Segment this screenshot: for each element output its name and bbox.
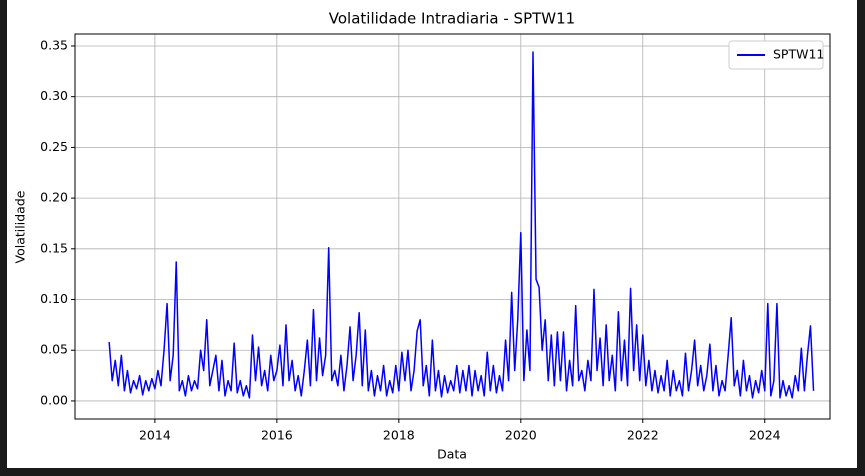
y-tick-label: 0.05 xyxy=(40,342,68,357)
y-tick-label: 0.20 xyxy=(40,190,68,205)
y-tick-label: 0.15 xyxy=(40,240,68,255)
y-tick-label: 0.35 xyxy=(40,37,68,52)
x-tick-label: 2016 xyxy=(261,428,293,443)
legend-box xyxy=(728,40,824,70)
y-tick-label: 0.30 xyxy=(40,88,68,103)
legend-label: SPTW11 xyxy=(773,47,824,62)
y-tick-label: 0.10 xyxy=(40,291,68,306)
x-tick-label: 2018 xyxy=(383,428,415,443)
plot-frame xyxy=(74,33,831,420)
chart-title: Volatilidade Intradiaria - SPTW11 xyxy=(329,10,575,28)
y-tick-label: 0.25 xyxy=(40,139,68,154)
y-axis-label: Volatilidade xyxy=(13,190,28,263)
x-tick-label: 2020 xyxy=(505,428,537,443)
x-axis-label: Data xyxy=(437,447,467,462)
x-tick-label: 2022 xyxy=(627,428,659,443)
y-tick-label: 0.00 xyxy=(40,392,68,407)
x-tick-label: 2024 xyxy=(749,428,781,443)
x-tick-label: 2014 xyxy=(139,428,171,443)
figure-background xyxy=(7,0,857,468)
series-line xyxy=(108,51,815,399)
